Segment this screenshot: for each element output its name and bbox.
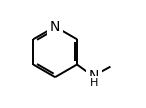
Text: N: N xyxy=(50,20,60,34)
Text: H: H xyxy=(90,78,98,88)
Text: N: N xyxy=(89,69,99,83)
